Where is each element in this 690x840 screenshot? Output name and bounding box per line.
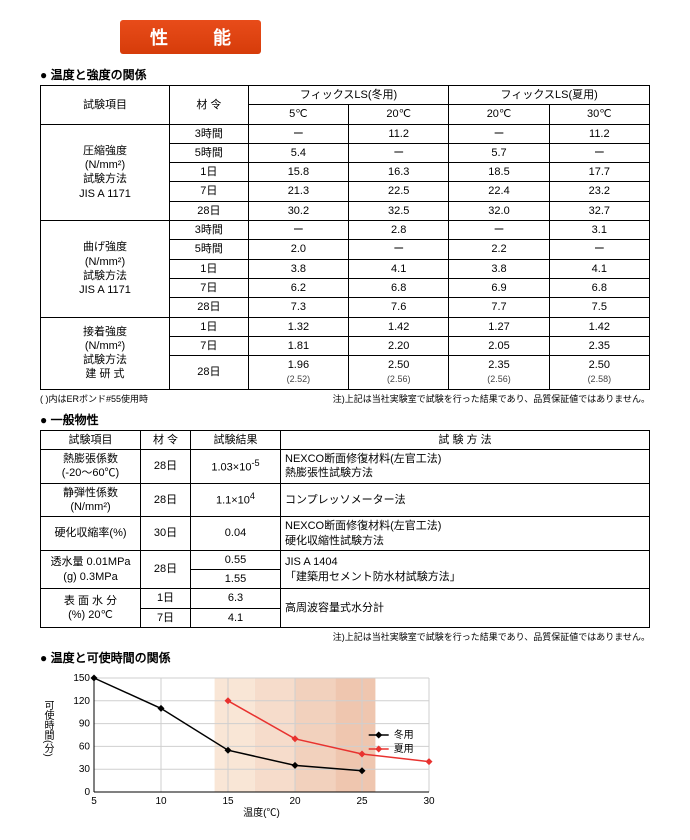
svg-text:0: 0 [84,787,90,798]
svg-text:30: 30 [423,796,435,807]
svg-text:5: 5 [91,796,97,807]
svg-text:60: 60 [79,741,91,752]
usable-time-chart: 0 30 60 90 120 150 5 10 15 20 25 30 温度(℃) 冬用夏用 [59,670,439,820]
svg-text:120: 120 [73,696,90,707]
svg-text:90: 90 [79,719,91,730]
chart-ylabel: 可使時間(分) [40,670,55,757]
svg-text:30: 30 [79,764,91,775]
strength-note: ( )内はERボンド#55使用時 注)上記は当社実験室で試験を行った結果であり、… [40,392,650,405]
svg-text:夏用: 夏用 [394,743,414,755]
svg-text:150: 150 [73,673,90,684]
general-note: 注)上記は当社実験室で試験を行った結果であり、品質保証値ではありません。 [40,630,650,643]
svg-text:冬用: 冬用 [394,728,414,741]
svg-text:20: 20 [289,796,301,807]
general-title: ● 一般物性 [40,411,650,428]
general-table: 試験項目材 令試験結果試 験 方 法熱膨張係数(-20～60℃)28日1.03×… [40,430,650,628]
svg-text:10: 10 [155,796,167,807]
header-badge: 性 能 [120,20,261,54]
chart-container: 可使時間(分) 0 30 60 90 120 150 5 10 15 20 25 30 温度(℃) 冬用夏… [40,670,650,820]
svg-text:15: 15 [222,796,234,807]
strength-table: 試験項目材 令フィックスLS(冬用)フィックスLS(夏用)5℃20℃20℃30℃… [40,85,650,390]
chart-title: ● 温度と可使時間の関係 [40,649,650,666]
strength-title: ● 温度と強度の関係 [40,66,650,83]
svg-text:25: 25 [356,796,368,807]
svg-text:温度(℃): 温度(℃) [243,806,280,819]
